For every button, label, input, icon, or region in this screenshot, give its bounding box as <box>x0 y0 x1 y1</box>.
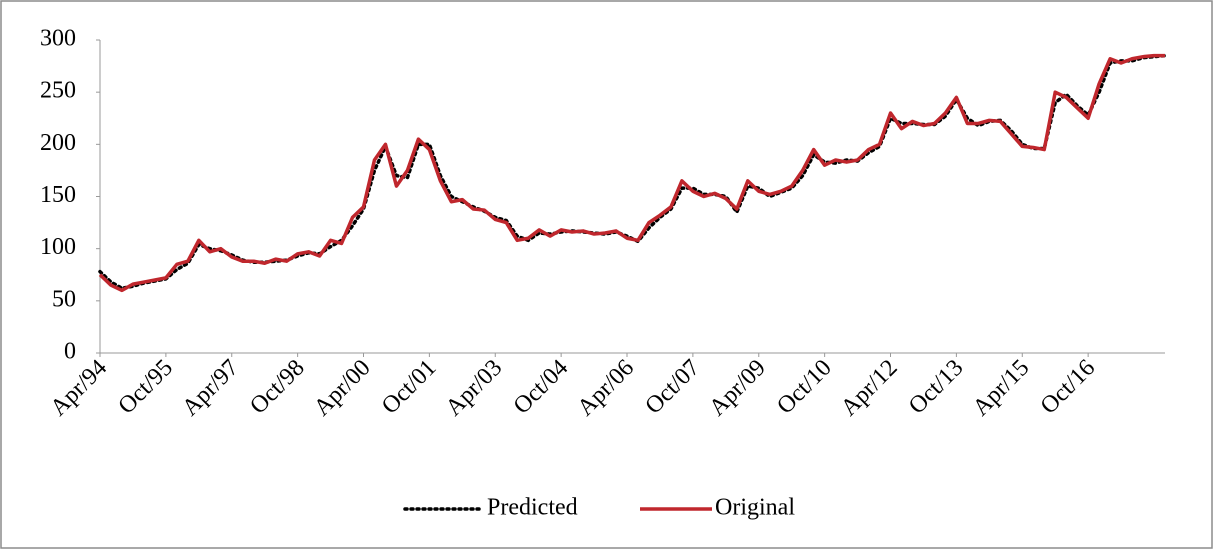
y-tick-label: 0 <box>64 339 76 365</box>
y-tick-label: 200 <box>40 130 76 156</box>
y-tick-label: 50 <box>52 286 76 312</box>
y-tick-label: 100 <box>40 234 76 260</box>
y-tick-label: 300 <box>40 26 76 52</box>
y-tick-label: 150 <box>40 182 76 208</box>
legend-label: Original <box>715 495 795 521</box>
legend-label: Predicted <box>487 495 578 521</box>
series-line <box>98 53 1165 293</box>
y-tick-label: 250 <box>40 78 76 104</box>
